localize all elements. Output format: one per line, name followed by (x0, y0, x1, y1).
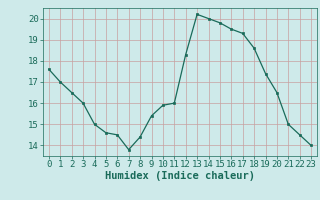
X-axis label: Humidex (Indice chaleur): Humidex (Indice chaleur) (105, 171, 255, 181)
